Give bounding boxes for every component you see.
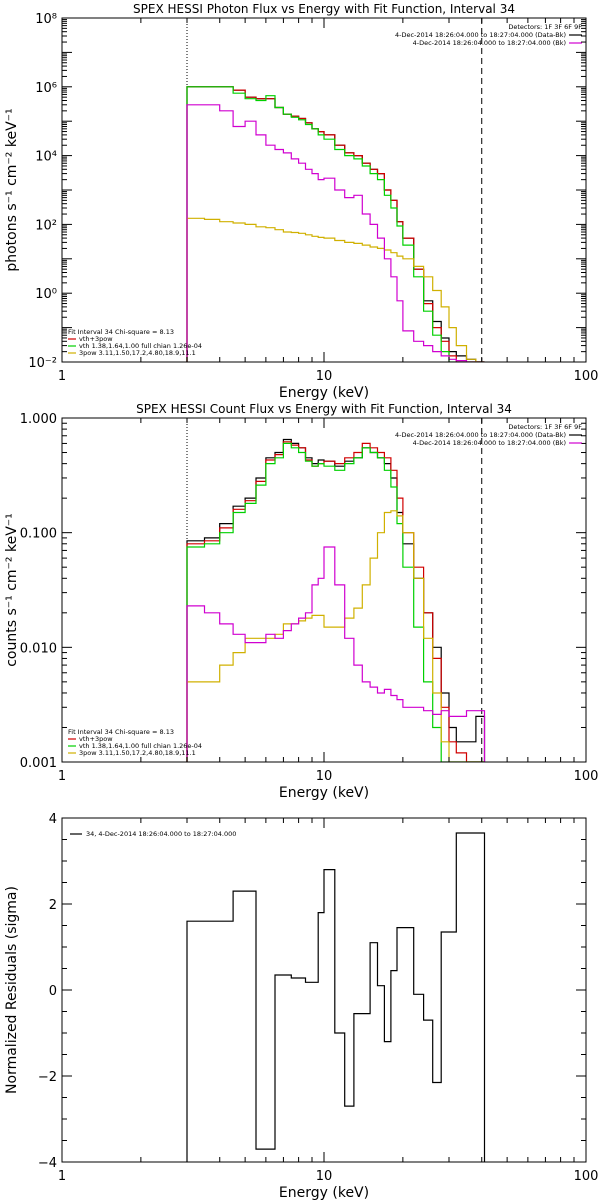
panel-2: 1 10 100 Energy (keV) 0.001 0.010 0.100 1.000 co…	[4, 402, 598, 801]
y-tick-label: 10⁴	[35, 150, 57, 165]
series-bk	[186, 546, 486, 762]
x-tick-label: 100	[574, 769, 599, 784]
plot-area-1	[186, 18, 485, 362]
y-tick-label: 4	[49, 812, 57, 827]
y-tick-label: 0	[49, 984, 57, 999]
y-tick-label: 0.010	[20, 641, 57, 656]
legend-right: Detectors: 1F 3F 6F 9F4-Dec-2014 18:26:0…	[395, 423, 582, 447]
y-axis: −4 −2 0 2 4 Normalized Residuals (sigma)	[4, 812, 586, 1171]
x-tick-label: 10	[316, 769, 333, 784]
legend-header: Fit Interval 34 Chi-square = 8.13	[68, 328, 174, 336]
legend-entry: 4-Dec-2014 18:26:04.000 to 18:27:04.000 …	[395, 31, 566, 39]
legend-entry: 34, 4-Dec-2014 18:26:04.000 to 18:27:04.…	[86, 830, 236, 838]
series-data-bk	[186, 438, 486, 762]
y-axis-label: counts s⁻¹ cm⁻² keV⁻¹	[4, 513, 20, 667]
panel-1: 1 10 100 Energy (keV) 10⁻² 10⁰ 10² 10⁴ 10⁶ 10⁸ pho…	[4, 2, 598, 401]
legend-left: Fit Interval 34 Chi-square = 8.13vth+3po…	[68, 328, 202, 357]
plot-area-2	[186, 418, 486, 762]
x-tick-label: 1	[58, 769, 66, 784]
y-tick-label: 10⁸	[35, 12, 57, 27]
plot-frame	[61, 417, 587, 763]
y-tick-label: 10⁶	[35, 81, 57, 96]
legend-entry: 3pow 3.11,1.50,17.2,4.80,18.9,11.1	[79, 749, 196, 757]
series-34	[186, 832, 486, 1162]
x-axis-label: Energy (keV)	[279, 385, 369, 401]
y-tick-label: −2	[38, 1070, 57, 1085]
y-tick-label: 10²	[35, 218, 57, 233]
x-axis-label: Energy (keV)	[279, 785, 369, 801]
legend-entry: vth 1.38,1.64,1.00 full chian 1.26e-04	[79, 342, 202, 350]
x-tick-label: 10	[316, 369, 333, 384]
y-axis-label: photons s⁻¹ cm⁻² keV⁻¹	[4, 108, 20, 271]
legend-entry: vth+3pow	[79, 735, 113, 743]
y-tick-label: 2	[49, 898, 57, 913]
series-3pow	[186, 217, 485, 362]
y-axis: 0.001 0.010 0.100 1.000 counts s⁻¹ cm⁻² keV⁻…	[4, 412, 586, 771]
legend-entry: 4-Dec-2014 18:26:04.000 to 18:27:04.000 …	[413, 39, 566, 47]
y-axis-label: Normalized Residuals (sigma)	[4, 886, 20, 1094]
x-axis-label: Energy (keV)	[279, 1185, 369, 1200]
series-3pow	[186, 510, 485, 762]
plot-frame	[61, 17, 587, 363]
legend-left: Fit Interval 34 Chi-square = 8.13vth+3po…	[68, 728, 202, 757]
legend-header: Detectors: 1F 3F 6F 9F	[508, 423, 582, 431]
y-tick-label: −4	[38, 1156, 57, 1171]
x-axis: 1 10 100 Energy (keV)	[58, 818, 599, 1201]
series-vth-3pow	[186, 86, 485, 362]
y-axis: 10⁻² 10⁰ 10² 10⁴ 10⁶ 10⁸ photons s⁻¹ cm⁻² keV⁻…	[4, 12, 586, 371]
x-axis: 1 10 100 Energy (keV)	[58, 18, 599, 401]
y-tick-label: 10⁻²	[28, 356, 57, 371]
x-tick-label: 1	[58, 1169, 66, 1184]
legend-entry: vth 1.38,1.64,1.00 full chian 1.26e-04	[79, 742, 202, 750]
x-axis: 1 10 100 Energy (keV)	[58, 418, 599, 801]
legend-entry: 4-Dec-2014 18:26:04.000 to 18:27:04.000 …	[413, 439, 566, 447]
y-tick-label: 10⁰	[35, 287, 57, 302]
x-tick-label: 100	[574, 369, 599, 384]
y-tick-label: 0.100	[20, 527, 57, 542]
legend-header: Fit Interval 34 Chi-square = 8.13	[68, 728, 174, 736]
legend-right: Detectors: 1F 3F 6F 9F4-Dec-2014 18:26:0…	[395, 23, 582, 47]
x-tick-label: 1	[58, 369, 66, 384]
series-data-bk	[186, 86, 485, 362]
panel-3: 1 10 100 Energy (keV) −4 −2 0 2 4 Normalized Resi…	[4, 812, 599, 1201]
y-tick-label: 1.000	[20, 412, 57, 427]
y-tick-label: 0.001	[20, 756, 57, 771]
x-tick-label: 10	[316, 1169, 333, 1184]
legend-entry: 3pow 3.11,1.50,17.2,4.80,18.9,11.1	[79, 349, 196, 357]
legend-entry: 4-Dec-2014 18:26:04.000 to 18:27:04.000 …	[395, 431, 566, 439]
legend-left: 34, 4-Dec-2014 18:26:04.000 to 18:27:04.…	[70, 830, 236, 838]
plot-area-3	[186, 832, 486, 1162]
legend-entry: vth+3pow	[79, 335, 113, 343]
chart-title: SPEX HESSI Photon Flux vs Energy with Fi…	[133, 2, 515, 16]
series-bk	[186, 104, 485, 362]
series-vth	[186, 86, 485, 362]
series-vth	[186, 442, 485, 762]
legend-header: Detectors: 1F 3F 6F 9F	[508, 23, 582, 31]
chart-title: SPEX HESSI Count Flux vs Energy with Fit…	[136, 402, 512, 416]
x-tick-label: 100	[574, 1169, 599, 1184]
